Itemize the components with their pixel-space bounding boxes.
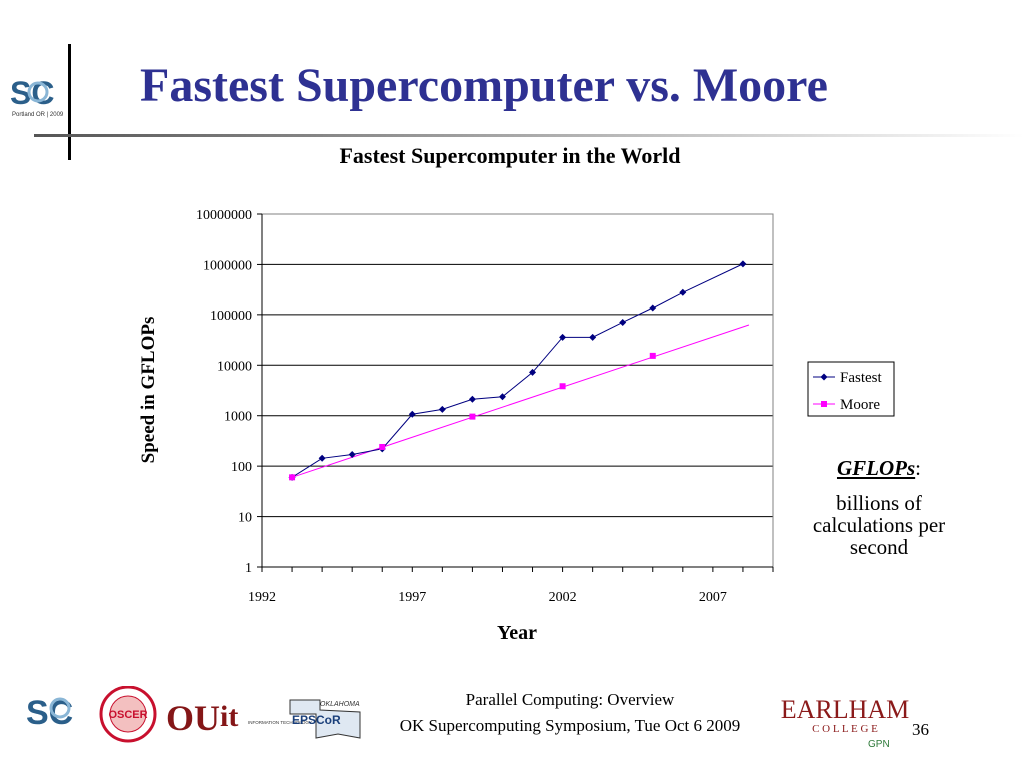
y-tick-label: 10000000 [196, 208, 252, 223]
gflops-note-heading: GFLOPs: [790, 456, 968, 481]
gflops-definition: billions of calculations per second [812, 491, 946, 559]
data-point-moore [469, 413, 476, 420]
oscer-logo-text: OSCER [108, 709, 147, 721]
legend-box [807, 361, 895, 417]
x-tick-label: 2002 [549, 590, 577, 605]
header-decoration [34, 44, 1024, 160]
data-point-fastest [619, 318, 627, 326]
sc-logo-swirl [27, 81, 49, 103]
y-tick-label: 100000 [210, 309, 252, 324]
data-point-fastest [408, 410, 416, 418]
chart: 1 10 100 1000 10000 100000 1000000 10000000 1992… [138, 208, 895, 644]
data-point-fastest [679, 288, 687, 296]
data-point-fastest [649, 304, 657, 312]
data-point-moore [649, 352, 656, 359]
sc-footer-swirl [49, 697, 71, 719]
moore-trend-line [291, 324, 750, 478]
legend-marker-moore [821, 401, 827, 407]
trend-layer [291, 324, 750, 478]
epscor-logo-top: OKLAHOMA [320, 701, 360, 708]
data-point-fastest [348, 451, 356, 459]
data-point-moore [379, 443, 386, 450]
x-tick-label: 1992 [248, 590, 276, 605]
gflops-colon: : [915, 456, 921, 480]
data-point-fastest [529, 368, 537, 376]
data-point-fastest [318, 454, 326, 462]
y-tick-label: 10 [238, 511, 252, 526]
gflops-term: GFLOPs [836, 456, 916, 480]
data-point-moore [559, 383, 566, 390]
header-vertical-line [68, 44, 71, 160]
it-logo-letters: it [220, 700, 238, 733]
footer-line-2: OK Supercomputing Symposium, Tue Oct 6 2… [399, 716, 741, 735]
slide-title: Fastest Supercomputer vs. Moore [140, 59, 828, 112]
y-tick-label: 10000 [217, 359, 252, 374]
grid-layer [262, 263, 773, 518]
legend-marker-fastest [820, 373, 828, 381]
gpn-logo-text: GPN [868, 739, 890, 750]
data-point-fastest [498, 393, 506, 401]
legend-label-moore: Moore [840, 397, 880, 413]
sc-logo-sub: Portland OR | 2009 [12, 112, 64, 118]
legend: Fastest Moore [807, 361, 895, 417]
series-layer [288, 260, 747, 481]
x-tick-label: 2007 [699, 590, 727, 605]
chart-title: Fastest Supercomputer in the World [339, 143, 681, 168]
y-axis-label: Speed in GFLOPs [138, 317, 159, 464]
footer-logos: SC OSCER OU it INFORMATION TECHNOLOGY OK… [26, 686, 361, 743]
epscor-logo-text: EPSCoR [292, 713, 341, 727]
sc09-footer-logo: SC [26, 694, 73, 732]
ou-logo: OU [166, 698, 220, 738]
header-horizontal-line [34, 134, 1024, 137]
oscer-logo: OSCER [99, 686, 157, 743]
x-axis-label: Year [497, 622, 537, 644]
it-logo-text: INFORMATION TECHNOLOGY [248, 720, 312, 725]
legend-label-fastest: Fastest [840, 370, 883, 386]
series-line-fastest [291, 263, 744, 478]
y-tick-label: 1000 [224, 410, 252, 425]
y-tick-label: 100 [231, 460, 252, 475]
college-logo-text: C O L L E G E [812, 723, 878, 735]
data-point-fastest [438, 405, 446, 413]
earlham-logo-text: EARLHAM [781, 695, 910, 724]
it-logo: it INFORMATION TECHNOLOGY [220, 700, 312, 733]
data-point-fastest [589, 333, 597, 341]
data-point-fastest [468, 395, 476, 403]
plot-area-border [261, 213, 774, 568]
ou-logo-text: OU [166, 698, 220, 738]
data-point-fastest [739, 260, 747, 268]
sc09-header-logo: SC Portland OR | 2009 [10, 75, 64, 118]
earlham-logo: EARLHAM C O L L E G E GPN [781, 695, 910, 750]
data-point-fastest [559, 333, 567, 341]
y-tick-label: 1 [245, 561, 252, 576]
y-tick-label: 1000000 [203, 258, 252, 273]
axis-layer: 1 10 100 1000 10000 100000 1000000 10000000 1992… [196, 208, 774, 605]
data-point-moore [289, 474, 296, 481]
oklahoma-shape-icon [289, 699, 361, 739]
x-tick-label: 1997 [398, 590, 426, 605]
oscer-logo-inner [109, 695, 147, 733]
slide-number: 36 [912, 720, 929, 739]
footer-line-1: Parallel Computing: Overview [465, 690, 675, 709]
epscor-logo: OKLAHOMA EPSCoR [289, 699, 361, 739]
